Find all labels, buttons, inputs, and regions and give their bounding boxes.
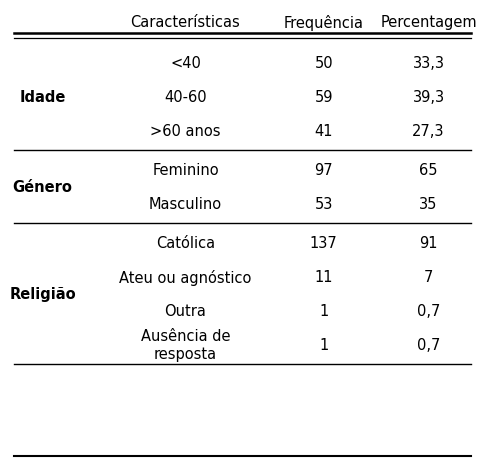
Text: 40-60: 40-60 [164, 90, 206, 105]
Text: 53: 53 [314, 197, 332, 212]
Text: Outra: Outra [164, 304, 206, 319]
Text: Masculino: Masculino [149, 197, 222, 212]
Text: Frequência: Frequência [283, 15, 363, 31]
Text: 33,3: 33,3 [412, 56, 444, 71]
Text: 97: 97 [314, 163, 332, 178]
Text: 59: 59 [314, 90, 332, 105]
Text: >60 anos: >60 anos [150, 124, 220, 139]
Text: 65: 65 [418, 163, 437, 178]
Text: 91: 91 [418, 236, 437, 251]
Text: 1: 1 [319, 304, 327, 319]
Text: 0,7: 0,7 [416, 304, 439, 319]
Text: 39,3: 39,3 [412, 90, 444, 105]
Text: 35: 35 [419, 197, 437, 212]
Text: 0,7: 0,7 [416, 338, 439, 353]
Text: 50: 50 [314, 56, 332, 71]
Text: 11: 11 [314, 270, 332, 285]
Text: <40: <40 [170, 56, 201, 71]
Text: Género: Género [13, 180, 72, 195]
Text: Religião: Religião [9, 287, 76, 302]
Text: Feminino: Feminino [152, 163, 218, 178]
Text: 137: 137 [309, 236, 337, 251]
Text: 41: 41 [314, 124, 332, 139]
Text: Católica: Católica [156, 236, 215, 251]
Text: Idade: Idade [20, 90, 65, 105]
Text: Ateu ou agnóstico: Ateu ou agnóstico [119, 270, 251, 286]
Text: Características: Características [130, 15, 240, 30]
Text: Ausência de
resposta: Ausência de resposta [141, 329, 230, 362]
Text: Percentagem: Percentagem [380, 15, 476, 30]
Text: 7: 7 [423, 270, 432, 285]
Text: 1: 1 [319, 338, 327, 353]
Text: 27,3: 27,3 [411, 124, 444, 139]
